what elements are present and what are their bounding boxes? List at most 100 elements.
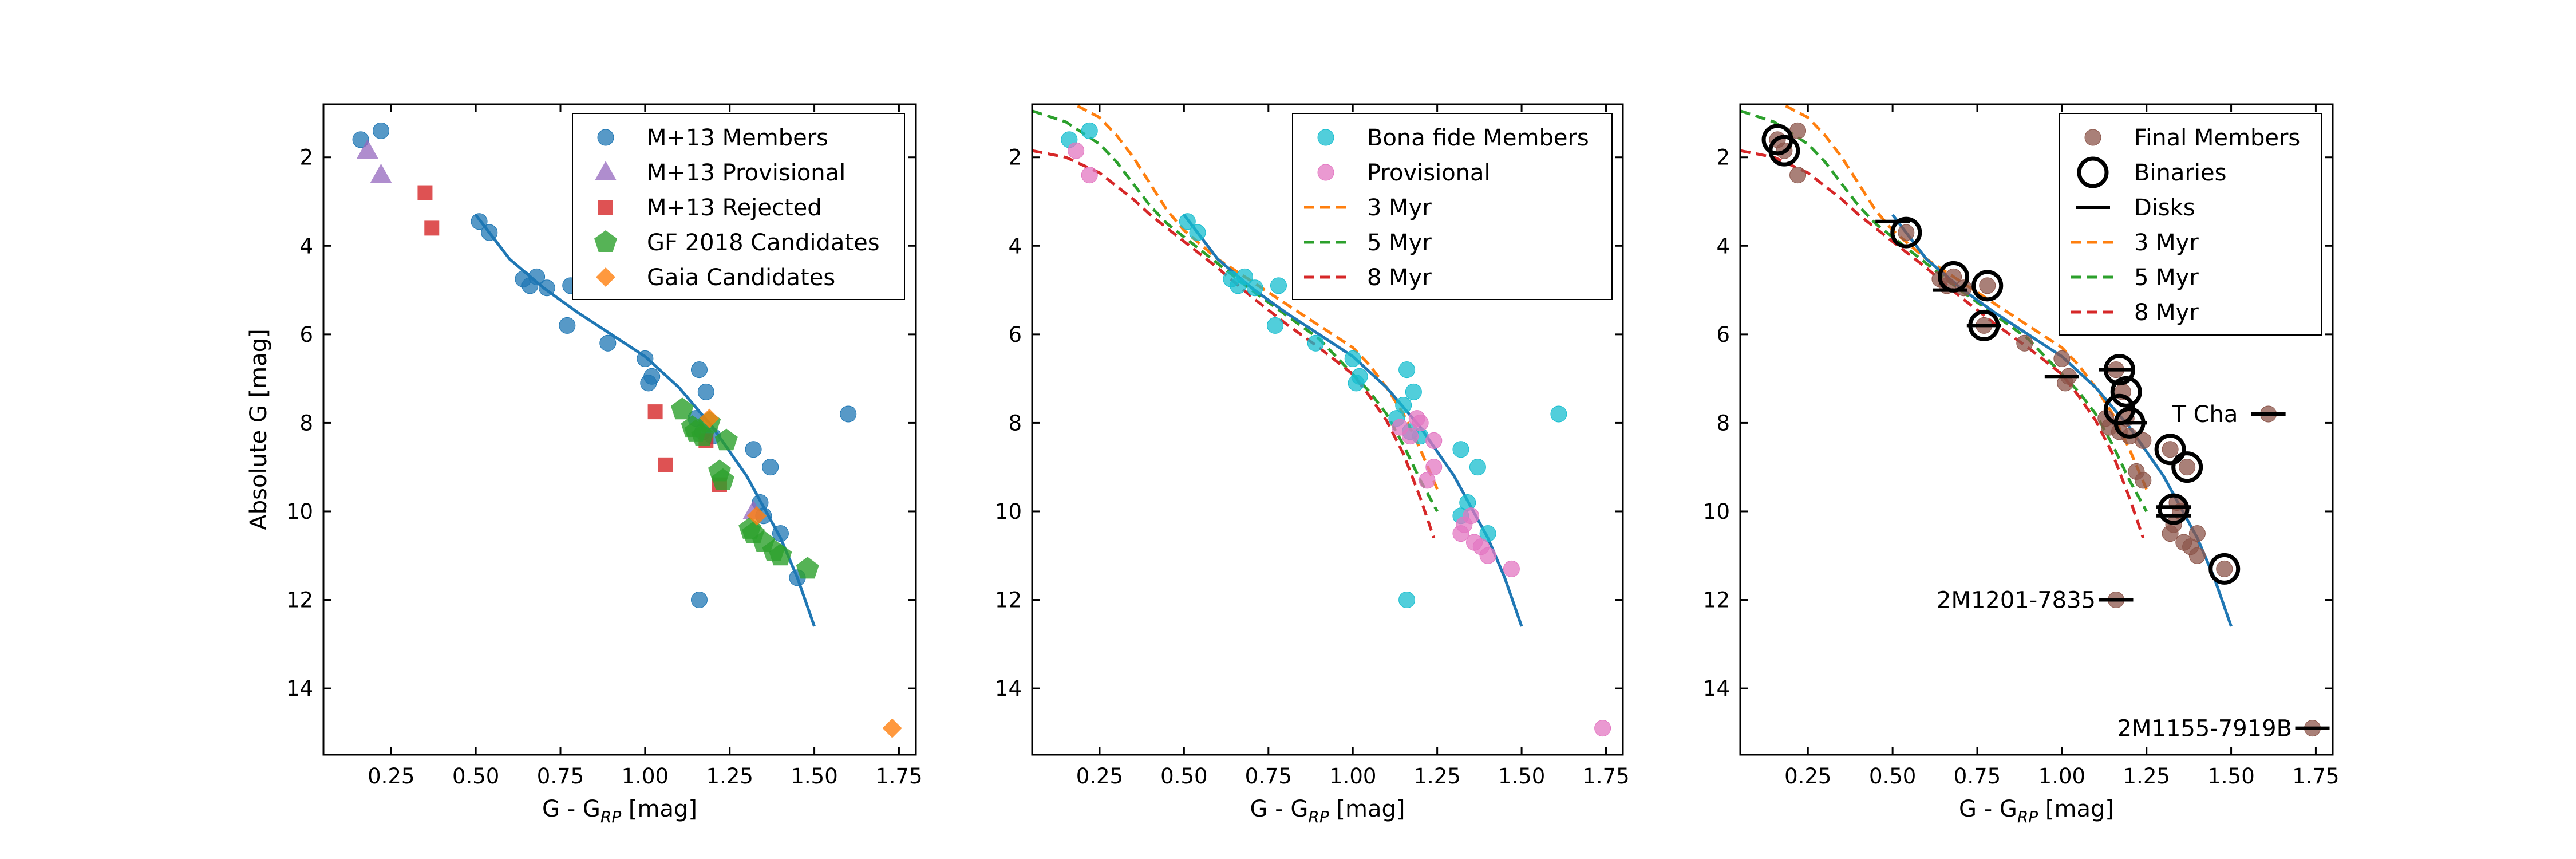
x-tick-label: 1.00 (622, 764, 669, 789)
point-gf-2018-candidates (711, 468, 734, 490)
point-m-13-members (697, 383, 714, 400)
y-tick-label: 14 (286, 676, 313, 701)
point-m-13-members (373, 122, 390, 139)
point-bona-fide-members (1246, 279, 1263, 297)
point-bona-fide-members (1270, 277, 1287, 294)
x-tick-label: 0.25 (1784, 764, 1831, 789)
plot-area (1032, 104, 1611, 737)
x-tick-label: 0.50 (1160, 764, 1207, 789)
point-provisional (1425, 459, 1443, 476)
point-gf-2018-candidates (714, 428, 738, 451)
point-provisional (1594, 720, 1611, 737)
point-bona-fide-members (1081, 122, 1098, 139)
x-tick-label: 0.75 (537, 764, 584, 789)
legend-label: M+13 Members (647, 125, 828, 151)
x-tick-label: 1.25 (2123, 764, 2170, 789)
point-bona-fide-members (1405, 383, 1422, 400)
y-tick-label: 6 (1008, 322, 1022, 347)
y-tick-label: 10 (286, 499, 313, 524)
point-provisional (1503, 560, 1520, 577)
point-bona-fide-members (1351, 368, 1368, 385)
point-binaries (2158, 493, 2190, 525)
y-tick-label: 2 (299, 145, 313, 170)
point-m-13-rejected (658, 457, 673, 472)
point-m-13-rejected (417, 185, 433, 200)
legend-label: Disks (2134, 195, 2195, 221)
x-tick-label: 1.00 (2038, 764, 2085, 789)
legend-marker (2077, 156, 2109, 188)
point-final-members (2188, 547, 2206, 564)
legend-label: Binaries (2134, 160, 2226, 186)
point-final-members (2162, 441, 2179, 458)
legend-label: 8 Myr (1367, 265, 1432, 291)
y-tick-label: 2 (1716, 145, 1730, 170)
point-m-13-members (528, 268, 546, 285)
x-tick-label: 0.75 (1245, 764, 1292, 789)
x-tick-label: 1.75 (875, 764, 922, 789)
legend-box (2059, 113, 2322, 336)
point-final-members (2179, 459, 2196, 476)
x-tick-label: 0.25 (368, 764, 414, 789)
point-bona-fide-members (1550, 405, 1567, 423)
legend-marker (594, 230, 617, 252)
legend-box (572, 113, 905, 300)
point-final-members (2216, 560, 2233, 577)
x-tick-label: 0.50 (452, 764, 499, 789)
point-m-13-members (352, 131, 369, 148)
x-tick-label: 1.50 (791, 764, 837, 789)
legend-marker (1317, 129, 1334, 146)
y-axis-label: Absolute G [mag] (246, 329, 272, 530)
point-provisional (1463, 507, 1480, 525)
y-tick-label: 12 (286, 588, 313, 613)
x-axis-label: G - GRP [mag] (1959, 796, 2114, 826)
legend-marker (2084, 129, 2101, 146)
point-m-13-members (772, 525, 789, 542)
point-m-13-members (481, 224, 498, 241)
curve-5-myr (1740, 109, 2148, 513)
panel-middle: 0.25 0.50 0.75 1.00 1.25 1.50 1.75 2 4 6 8 10 12 14 G … (995, 103, 1630, 826)
point-gaia-candidates (882, 718, 902, 738)
legend: Final Members Binaries Disks 3 Myr 5 Myr 8 My… (2059, 113, 2322, 336)
point-final-members (2135, 432, 2152, 449)
y-tick-label: 6 (299, 322, 313, 347)
point-binaries (2154, 434, 2186, 466)
point-provisional (1412, 414, 1429, 431)
legend-marker (596, 267, 615, 287)
point-bona-fide-members (1452, 441, 1469, 458)
legend: Bona fide Members Provisional 3 Myr 5 Myr 8 … (1292, 113, 1613, 300)
y-tick-label: 4 (1716, 234, 1730, 258)
x-tick-label: 1.50 (2207, 764, 2254, 789)
point-binaries (2110, 376, 2142, 408)
point-binaries (1890, 216, 1922, 249)
point-bona-fide-members (1398, 361, 1416, 379)
curve-3-myr (1071, 104, 1439, 490)
legend-marker (598, 200, 613, 215)
y-tick-label: 14 (1703, 676, 1730, 701)
legend: M+13 Members M+13 Provisional M+13 Rejecte… (572, 113, 905, 300)
point-binaries (1768, 135, 1800, 167)
point-bona-fide-members (1398, 592, 1416, 609)
point-provisional (1068, 142, 1085, 159)
legend-label: 3 Myr (1367, 195, 1432, 221)
x-tick-label: 1.75 (2292, 764, 2339, 789)
legend-label: Final Members (2134, 125, 2300, 151)
point-gf-2018-candidates (796, 557, 819, 579)
point-m-13-members (840, 405, 857, 423)
legend-label: Bona fide Members (1367, 125, 1589, 151)
y-tick-label: 12 (995, 588, 1022, 613)
point-provisional (1425, 432, 1443, 449)
point-gf-2018-candidates (670, 397, 694, 420)
legend-label: Gaia Candidates (647, 265, 835, 291)
point-gaia-candidates (747, 506, 767, 526)
y-tick-label: 10 (995, 499, 1022, 524)
point-gf-2018-candidates (769, 543, 792, 566)
legend-label: M+13 Provisional (647, 160, 846, 186)
point-binaries (2208, 553, 2241, 585)
point-final-members (2053, 350, 2071, 367)
x-tick-label: 0.75 (1954, 764, 2001, 789)
point-bona-fide-members (1344, 350, 1361, 367)
point-final-members (1789, 167, 1807, 184)
curve-5-myr (1032, 109, 1439, 513)
point-final-members (2188, 525, 2206, 542)
